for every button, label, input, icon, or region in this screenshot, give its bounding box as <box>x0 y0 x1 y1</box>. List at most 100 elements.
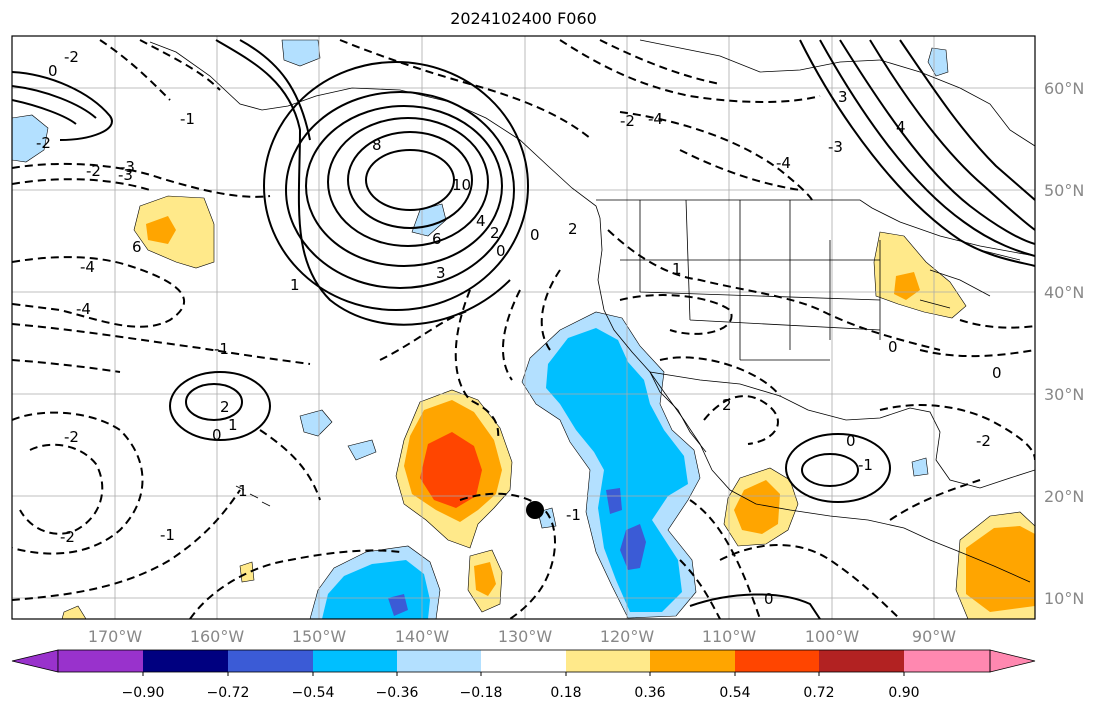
map-title: 2024102400 F060 <box>450 9 597 28</box>
contour-label: 6 <box>132 238 142 256</box>
colorbar-segment <box>481 650 566 672</box>
contour-label: 0 <box>212 426 222 444</box>
colorbar-tick-label: −0.54 <box>292 685 335 701</box>
pos-anomaly-mid <box>474 562 496 596</box>
colorbar-tick-label: 0.54 <box>719 685 750 701</box>
contour-label: -4 <box>648 110 663 128</box>
contour-label: 0 <box>764 590 774 608</box>
contour-label: 1 <box>228 416 238 434</box>
high-contour <box>263 61 529 311</box>
contour-label: 0 <box>846 432 856 450</box>
lon-tick-label: 120°W <box>600 627 655 646</box>
colorbar-tick-label: −0.18 <box>460 685 503 701</box>
jet-contour <box>899 39 1035 201</box>
alaska-coast <box>149 41 601 219</box>
lat-tick-labels: 60°N 50°N 40°N 30°N 20°N 10°N <box>1044 79 1084 608</box>
contour-top-left <box>12 99 77 125</box>
contour-label: 2 <box>568 220 578 238</box>
contour-label: -3 <box>828 138 843 156</box>
storm-center-dot <box>526 501 544 519</box>
lat-tick-label: 60°N <box>1044 79 1084 98</box>
colorbar-tick-label: −0.90 <box>122 685 165 701</box>
contour-label: -1 <box>214 340 229 358</box>
contour-label: -4 <box>776 154 791 172</box>
lat-tick-label: 10°N <box>1044 589 1084 608</box>
graticule <box>12 36 1035 619</box>
colorbar-extend-min <box>11 649 59 673</box>
lat-tick-label: 50°N <box>1044 181 1084 200</box>
state-lines <box>620 199 881 361</box>
contour-label: -1 <box>566 506 581 524</box>
low-contour <box>785 433 891 503</box>
contour-label: 2 <box>220 398 230 416</box>
lon-tick-label: 110°W <box>702 627 757 646</box>
mexico-coast <box>711 469 1031 583</box>
pos-anomaly-mid <box>734 480 780 534</box>
map-frame <box>11 35 1036 620</box>
colorbar-outline <box>57 649 991 673</box>
colorbar-tick-label: −0.36 <box>376 685 419 701</box>
high-contour <box>347 131 473 229</box>
contour-label: -3 <box>118 166 133 184</box>
contour-label: 2 <box>490 224 500 242</box>
us-west-coast <box>597 217 665 393</box>
contour-label: 0 <box>496 242 506 260</box>
colorbar-tick-labels: −0.90 −0.72 −0.54 −0.36 −0.18 0.18 0.36 … <box>122 685 920 701</box>
colorbar-tick-label: 0.72 <box>803 685 834 701</box>
pos-anomaly-core <box>894 272 920 300</box>
contour-label: 8 <box>372 136 382 154</box>
lon-tick-label: 160°W <box>190 627 245 646</box>
pos-anomaly-region <box>873 231 967 319</box>
jet-contour <box>819 39 1035 257</box>
contour-label: 1 <box>238 482 248 500</box>
lon-tick-label: 170°W <box>88 627 143 646</box>
contour-label: 0 <box>48 62 58 80</box>
lat-tick-label: 30°N <box>1044 385 1084 404</box>
colorbar-segment <box>650 650 735 672</box>
neg-anomaly-patch <box>927 47 949 77</box>
colorbar-segment <box>58 650 143 672</box>
neg-anomaly-patch <box>299 409 333 437</box>
low-contour <box>169 371 271 441</box>
jet-contour <box>839 39 1035 245</box>
map-content: 8 10 6 4 3 2 0 0 -2 -3 -4 -1 1 2 0 1 -2 … <box>12 36 1035 619</box>
dashed-contours <box>12 39 1035 619</box>
neg-anomaly-patch <box>347 439 377 461</box>
jet-contour <box>869 39 1035 231</box>
us-mexico-border <box>649 371 781 397</box>
contour-label: 0 <box>530 226 540 244</box>
lat-tick-label: 20°N <box>1044 487 1084 506</box>
contour-label: -2 <box>36 134 51 152</box>
high-contour <box>365 149 455 211</box>
colorbar-segment <box>566 650 650 672</box>
colorbar-segment <box>228 650 313 672</box>
contour-label: -2 <box>976 432 991 450</box>
neg-anomaly-core <box>606 488 622 514</box>
low-contour <box>185 383 243 421</box>
contour-label: -2 <box>64 48 79 66</box>
lon-tick-label: 90°W <box>912 627 956 646</box>
contour-label: 0 <box>992 364 1002 382</box>
colorbar-segment <box>904 650 990 672</box>
colorbar-tick-label: 0.90 <box>888 685 919 701</box>
high-contour <box>285 91 515 289</box>
jet-contour <box>799 39 1035 267</box>
lon-tick-label: 100°W <box>805 627 860 646</box>
contour-label: -4 <box>80 258 95 276</box>
colorbar-tick-label: 0.18 <box>550 685 581 701</box>
contour-label: 0 <box>888 338 898 356</box>
high-contour <box>239 39 311 141</box>
colorbar-extend-max <box>989 649 1036 673</box>
neg-anomaly-core <box>620 524 646 570</box>
lon-tick-label: 130°W <box>498 627 553 646</box>
baja-outer <box>649 371 707 453</box>
high-contour <box>327 117 489 247</box>
pos-anomaly-patch <box>61 605 87 619</box>
contour-label: 1 <box>290 276 300 294</box>
contour-label: -2 <box>86 162 101 180</box>
contour-top-left <box>12 71 113 141</box>
hudson-coast <box>879 59 1035 147</box>
contour-label: -2 <box>620 112 635 130</box>
high-contour <box>215 39 511 326</box>
